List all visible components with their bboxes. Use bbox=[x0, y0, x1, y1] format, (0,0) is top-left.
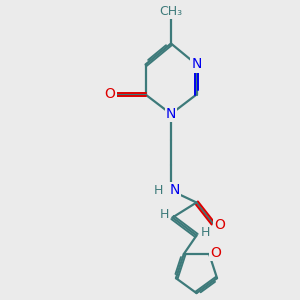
Text: O: O bbox=[214, 218, 225, 232]
Text: O: O bbox=[210, 245, 221, 260]
Text: H: H bbox=[159, 208, 169, 221]
Text: CH₃: CH₃ bbox=[159, 5, 183, 18]
Text: N: N bbox=[169, 184, 180, 197]
Text: H: H bbox=[201, 226, 210, 239]
Text: H: H bbox=[154, 184, 163, 197]
Text: O: O bbox=[105, 88, 116, 101]
Text: N: N bbox=[191, 58, 202, 71]
Text: N: N bbox=[166, 107, 176, 121]
